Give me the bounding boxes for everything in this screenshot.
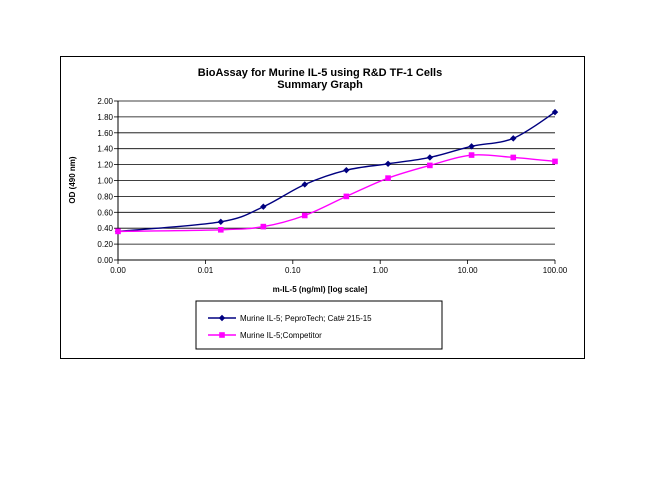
series-line-2 [117,154,556,233]
data-point-series-2 [427,162,433,169]
grid-lines [118,100,555,245]
data-point-series-1 [343,166,350,174]
y-tick-label: 0.60 [97,208,113,217]
x-tick-label: 0.00 [110,266,126,275]
y-tick-label: 0.40 [97,224,113,233]
x-tick-label: 0.01 [198,266,214,275]
legend-swatch-marker [219,332,225,338]
y-tick-label: 0.80 [97,192,113,201]
data-point-series-1 [510,135,517,142]
y-axis-label: OD (490 nm) [68,156,77,203]
data-point-series-2 [301,212,308,219]
data-point-series-2 [510,154,517,161]
y-tick-label: 1.00 [97,177,113,186]
data-point-series-1 [301,181,308,188]
data-point-series-1 [468,143,475,150]
chart-title: BioAssay for Murine IL-5 using R&D TF-1 … [198,67,442,79]
y-tick-label: 1.80 [97,113,113,122]
data-point-series-2 [385,175,391,181]
chart-subtitle: Summary Graph [277,79,363,91]
series-lines [114,108,559,235]
x-tick-label: 0.10 [285,266,301,275]
series-line-1 [117,111,556,233]
data-point-series-2 [115,228,121,235]
data-point-series-1 [217,218,224,226]
data-point-series-2 [260,223,267,230]
x-tick-label: 100.00 [543,266,568,275]
x-axis-label: m-IL-5 (ng/ml) [log scale] [273,285,368,294]
y-tick-label: 0.20 [97,240,113,249]
legend-label: Murine IL-5;Competitor [240,331,322,340]
y-tick-label: 2.00 [97,97,113,106]
y-tick-label: 1.40 [97,145,113,154]
legend-label: Murine IL-5; PeproTech; Cat# 215-15 [240,314,372,323]
data-point-series-1 [260,203,267,210]
y-tick-label: 1.60 [97,129,113,138]
axes: 0.00 0.20 0.40 0.60 0.80 1.00 1.20 1.40 1.60 1.80… [97,97,567,275]
data-point-series-2 [552,158,558,165]
y-tick-label: 1.20 [97,161,113,170]
data-point-series-1 [384,160,392,168]
legend-box [195,300,443,350]
legend: Murine IL-5; PeproTech; Cat# 215-15 Murin… [208,314,372,340]
x-tick-label: 10.00 [458,266,479,275]
x-tick-label: 1.00 [372,266,388,275]
data-point-series-2 [343,193,350,200]
data-point-series-1 [426,154,434,161]
legend-swatch-marker [218,314,226,322]
y-tick-label: 0.00 [97,256,113,265]
data-point-series-2 [468,152,475,158]
data-point-series-1 [551,108,559,116]
data-point-series-2 [217,226,224,233]
